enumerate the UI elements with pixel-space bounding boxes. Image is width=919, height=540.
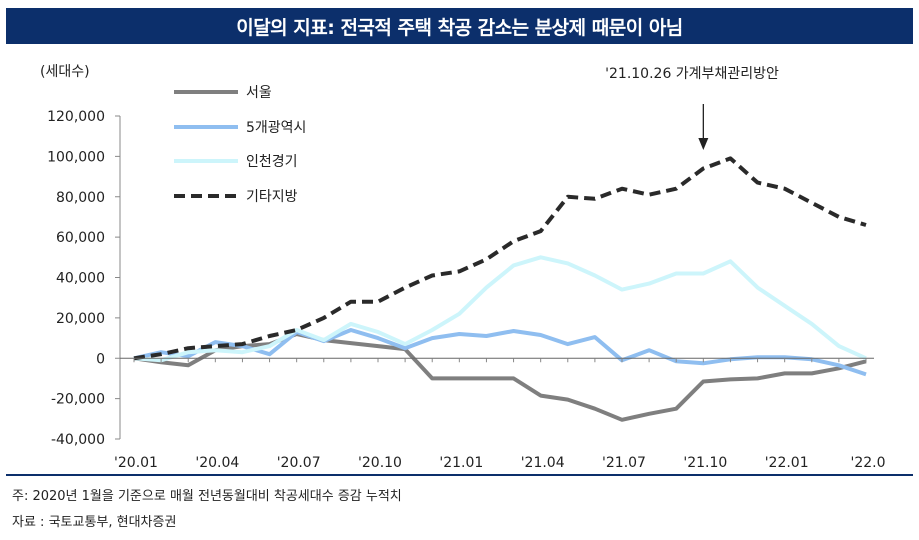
chart-title: 이달의 지표: 전국적 주택 착공 감소는 분상제 때문이 아님 [236, 16, 683, 39]
chart-area: (세대수) 120,000 100,000 80,000 60,000 40,000 20,… [0, 48, 919, 471]
y-tick-label: 60,000 [56, 230, 105, 246]
y-tick-label: 80,000 [56, 190, 105, 206]
annotation-arrow-head [698, 138, 709, 150]
y-tick-label: 20,000 [56, 311, 105, 327]
legend-label: 인천경기 [246, 154, 298, 170]
legend-label: 5개광역시 [246, 120, 306, 136]
x-tick-label: '22.01 [765, 455, 809, 470]
chart-annotations: '21.10.26 가계부채관리방안 [605, 66, 779, 150]
x-tick-label: '20.10 [358, 455, 402, 470]
line-chart: (세대수) 120,000 100,000 80,000 60,000 40,000 20,… [40, 64, 886, 471]
y-tick-label: 40,000 [56, 271, 105, 287]
y-axis-label: (세대수) [40, 64, 90, 80]
x-tick-label: '20.07 [277, 455, 321, 470]
x-tick-label: '20.01 [114, 455, 158, 470]
x-tick-label: '20.04 [195, 455, 239, 470]
x-tick-label: '21.10 [683, 455, 727, 470]
x-tick-label: '21.04 [521, 455, 565, 470]
series-line-4 [133, 156, 867, 361]
x-tick-label: '21.07 [602, 455, 646, 470]
y-tick-label: -40,000 [51, 432, 105, 448]
axes: (세대수) 120,000 100,000 80,000 60,000 40,000 20,… [40, 64, 886, 471]
series-line-1 [133, 332, 867, 422]
y-tick-label: 120,000 [47, 109, 105, 125]
x-tick-label: '21.01 [439, 455, 483, 470]
y-tick-label: 0 [96, 351, 105, 367]
legend-label: 서울 [246, 85, 272, 101]
legend-label: 기타지방 [246, 189, 298, 205]
x-tick-label: '22.0 [850, 455, 885, 470]
series-line-3 [133, 255, 867, 363]
y-tick-label: -20,000 [51, 392, 105, 408]
series-lines [133, 156, 867, 422]
y-tick-label: 100,000 [47, 149, 105, 165]
footnote: 주: 2020년 1월을 기준으로 매월 전년동월대비 착공세대수 증감 누적치 [12, 489, 402, 504]
source-note: 자료 : 국토교통부, 현대차증권 [12, 515, 177, 530]
annotation-label: '21.10.26 가계부채관리방안 [605, 66, 779, 82]
bottom-divider [6, 474, 913, 476]
chart-title-bar: 이달의 지표: 전국적 주택 착공 감소는 분상제 때문이 아님 [6, 8, 913, 44]
